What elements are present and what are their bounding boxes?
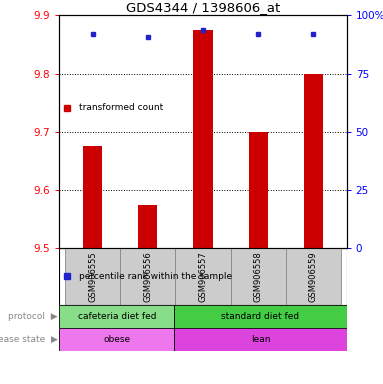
Bar bbox=[304, 74, 323, 248]
Bar bbox=[174, 328, 347, 351]
Bar bbox=[59, 305, 174, 328]
Text: disease state  ▶: disease state ▶ bbox=[0, 335, 57, 344]
Bar bbox=[174, 305, 347, 328]
Text: lean: lean bbox=[251, 335, 270, 344]
Bar bbox=[175, 248, 231, 305]
Bar bbox=[59, 328, 174, 351]
Text: obese: obese bbox=[103, 335, 130, 344]
Text: GSM906558: GSM906558 bbox=[254, 252, 263, 302]
Text: GSM906557: GSM906557 bbox=[198, 252, 208, 302]
Bar bbox=[83, 146, 102, 248]
Text: GSM906559: GSM906559 bbox=[309, 252, 318, 302]
Bar bbox=[120, 248, 175, 305]
Text: protocol  ▶: protocol ▶ bbox=[8, 312, 57, 321]
Bar bbox=[193, 30, 213, 248]
Bar bbox=[138, 205, 157, 248]
Text: GSM906555: GSM906555 bbox=[88, 252, 97, 302]
Text: standard diet fed: standard diet fed bbox=[221, 312, 300, 321]
Bar bbox=[65, 248, 120, 305]
Text: transformed count: transformed count bbox=[79, 103, 163, 112]
Text: GSM906556: GSM906556 bbox=[143, 252, 152, 302]
Bar bbox=[231, 248, 286, 305]
Title: GDS4344 / 1398606_at: GDS4344 / 1398606_at bbox=[126, 1, 280, 14]
Bar bbox=[249, 132, 268, 248]
Text: cafeteria diet fed: cafeteria diet fed bbox=[78, 312, 156, 321]
Text: percentile rank within the sample: percentile rank within the sample bbox=[79, 272, 232, 281]
Bar bbox=[286, 248, 341, 305]
